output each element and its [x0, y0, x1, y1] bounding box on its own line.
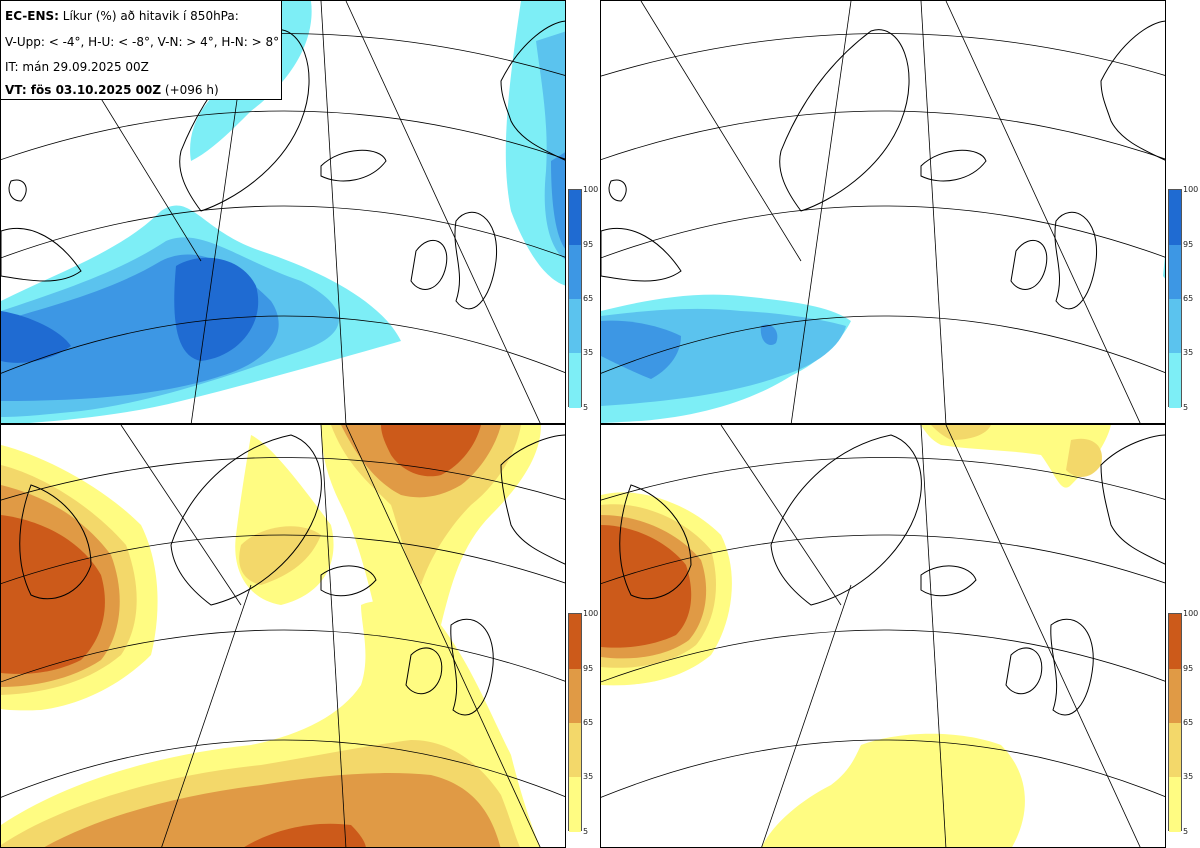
cb1-tick-5: 5 [583, 403, 589, 412]
map-panel-v-n [0, 424, 566, 848]
probability-field [601, 256, 1165, 423]
map-v-upp [1, 1, 565, 423]
cb2-tick-65: 65 [1183, 294, 1194, 303]
map-v-n [1, 425, 565, 847]
colorbar-cold-left [568, 189, 582, 408]
cb4-tick-100: 100 [1183, 609, 1199, 618]
cb1-tick-65: 65 [583, 294, 594, 303]
map-h-n [601, 425, 1165, 847]
cb1-tick-100: 100 [583, 185, 599, 194]
map-panel-v-upp [0, 0, 566, 424]
title-line-2: V-Upp: < -4°, H-U: < -8°, V-N: > 4°, H-N… [5, 35, 280, 49]
graticule [601, 1, 1165, 423]
cb4-tick-65: 65 [1183, 718, 1194, 727]
cb3-tick-95: 95 [583, 664, 594, 673]
map-h-u [601, 1, 1165, 423]
probability-field [1, 1, 565, 423]
cb3-tick-65: 65 [583, 718, 594, 727]
title-box: EC-ENS: Líkur (%) að hitavik í 850hPa: V… [0, 0, 282, 100]
title-line-3: IT: mán 29.09.2025 00Z [5, 60, 149, 74]
cb2-tick-5: 5 [1183, 403, 1189, 412]
cb1-tick-95: 95 [583, 240, 594, 249]
title-line-1: EC-ENS: Líkur (%) að hitavik í 850hPa: [5, 9, 239, 23]
cb1-tick-35: 35 [583, 348, 594, 357]
cb3-tick-100: 100 [583, 609, 599, 618]
cb4-tick-35: 35 [1183, 772, 1194, 781]
map-panel-h-u [600, 0, 1166, 424]
cb3-tick-35: 35 [583, 772, 594, 781]
cb3-tick-5: 5 [583, 827, 589, 836]
forecast-hour: (+096 h) [164, 83, 219, 97]
coastlines [619, 434, 1165, 716]
colorbar-cold-right [1168, 189, 1182, 408]
cb2-tick-95: 95 [1183, 240, 1194, 249]
cb2-tick-35: 35 [1183, 348, 1194, 357]
title-line-4: VT: fös 03.10.2025 00Z (+096 h) [5, 83, 219, 97]
cb4-tick-5: 5 [1183, 827, 1189, 836]
coastlines [601, 20, 1165, 310]
probability-field [601, 425, 1111, 847]
valid-time: VT: fös 03.10.2025 00Z [5, 83, 162, 97]
colorbar-warm-left [568, 613, 582, 832]
graticule [1, 425, 565, 847]
cb2-tick-100: 100 [1183, 185, 1199, 194]
cb4-tick-95: 95 [1183, 664, 1194, 673]
title-description: Líkur (%) að hitavik í 850hPa: [62, 9, 239, 23]
graticule [601, 425, 1165, 847]
map-panel-h-n [600, 424, 1166, 848]
colorbar-warm-right [1168, 613, 1182, 832]
coastlines [19, 434, 565, 716]
model-name: EC-ENS: [5, 9, 59, 23]
probability-field [1, 425, 541, 847]
